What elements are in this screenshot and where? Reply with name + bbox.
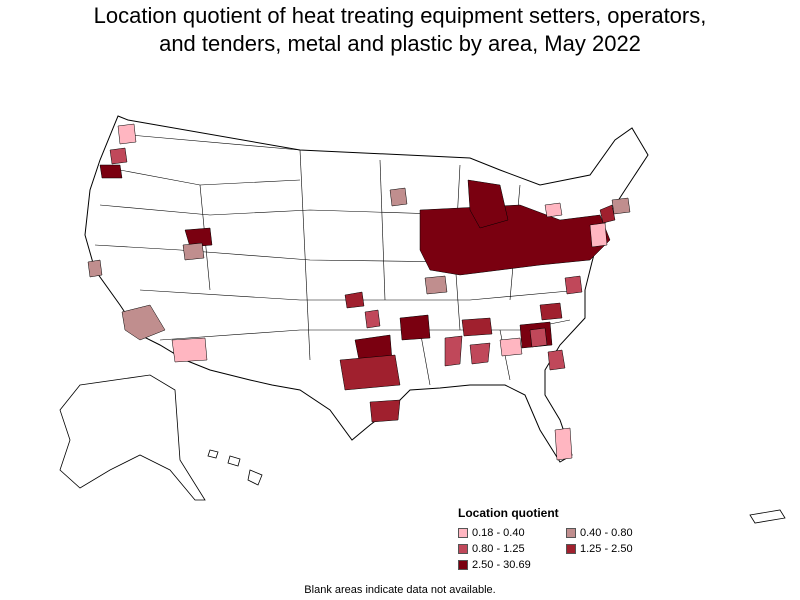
legend-item: 1.25 - 2.50 bbox=[566, 542, 676, 556]
legend-swatch bbox=[566, 528, 576, 538]
legend-item: 0.40 - 0.80 bbox=[566, 526, 676, 540]
legend-swatch bbox=[458, 544, 468, 554]
footnote: Blank areas indicate data not available. bbox=[304, 584, 496, 596]
legend-title: Location quotient bbox=[458, 506, 559, 520]
puerto-rico bbox=[749, 509, 786, 524]
hawaii-islands bbox=[207, 449, 263, 486]
legend-swatch bbox=[566, 544, 576, 554]
map-title-line-2: and tenders, metal and plastic by area, … bbox=[159, 31, 641, 56]
legend-item: 0.80 - 1.25 bbox=[458, 542, 566, 556]
contiguous-us-outline bbox=[84, 115, 649, 463]
legend-label: 1.25 - 2.50 bbox=[580, 543, 633, 555]
legend-item: 2.50 - 30.69 bbox=[458, 558, 566, 572]
legend-swatch bbox=[458, 528, 468, 538]
legend-item: 0.18 - 0.40 bbox=[458, 526, 566, 540]
legend-label: 0.18 - 0.40 bbox=[472, 527, 525, 539]
legend-label: 0.40 - 0.80 bbox=[580, 527, 633, 539]
legend-swatch bbox=[458, 560, 468, 570]
legend: Location quotient 0.18 - 0.40 0.40 - 0.8… bbox=[458, 506, 698, 572]
legend-label: 0.80 - 1.25 bbox=[472, 543, 525, 555]
legend-label: 2.50 - 30.69 bbox=[472, 559, 531, 571]
shaded-areas bbox=[87, 123, 631, 461]
map-title-line-1: Location quotient of heat treating equip… bbox=[93, 3, 707, 28]
map-title: Location quotient of heat treating equip… bbox=[0, 2, 800, 58]
alaska-outline bbox=[59, 374, 206, 501]
